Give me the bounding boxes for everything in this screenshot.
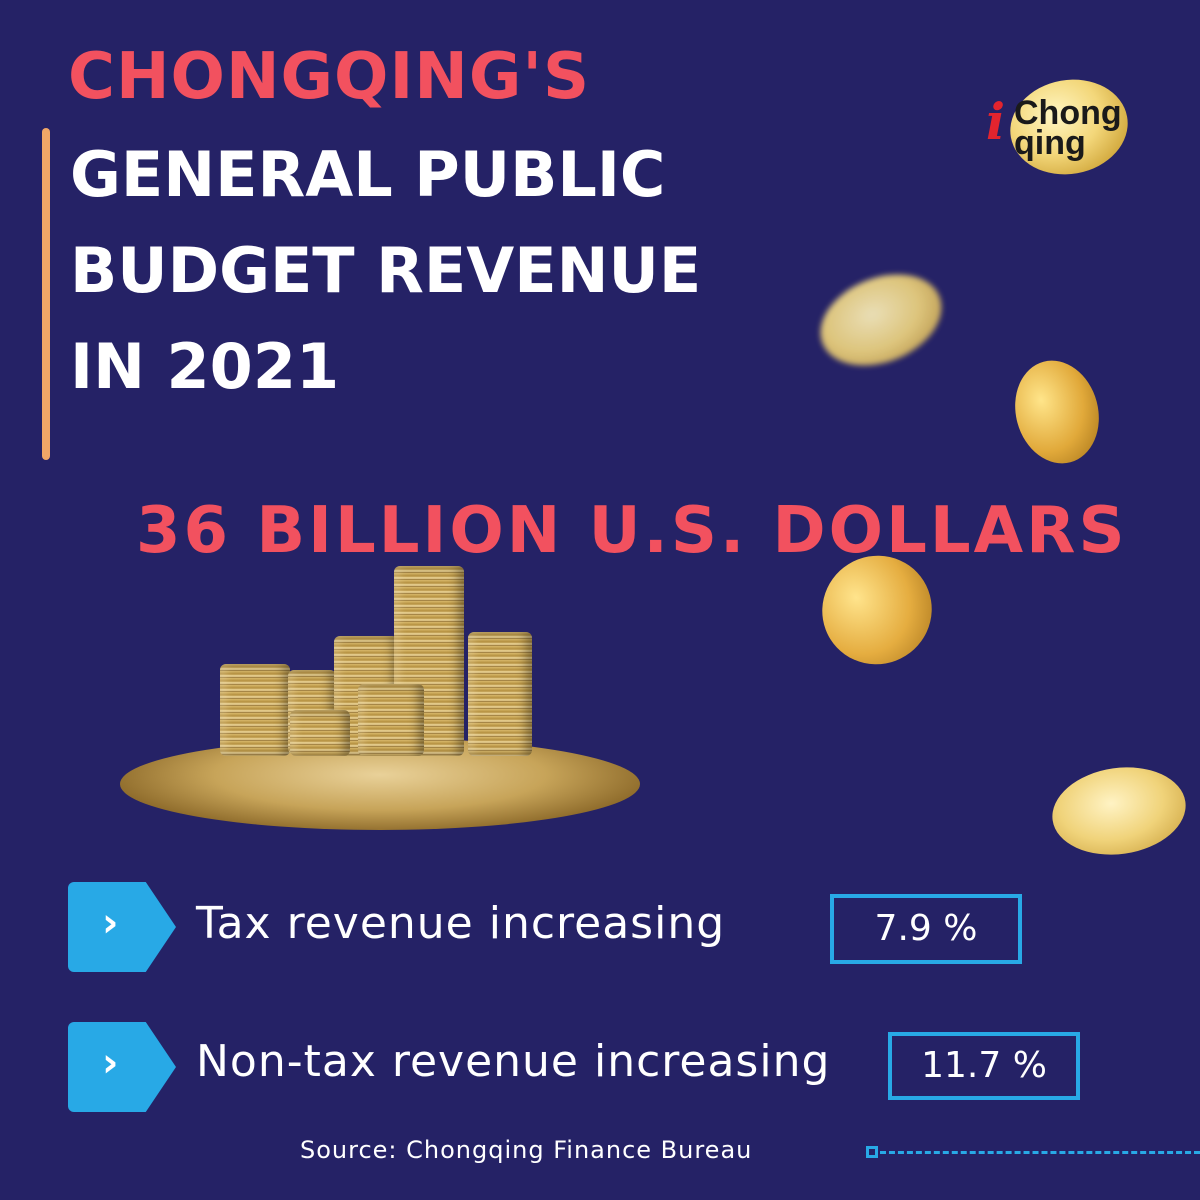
non-tax-row-arrow: ›	[68, 1022, 176, 1112]
title-line-4: IN 2021	[70, 330, 340, 403]
decorative-dashed-line	[880, 1151, 1200, 1154]
revenue-headline: 36 BILLION U.S. DOLLARS	[136, 494, 1128, 568]
logo-word-qing: qing	[1014, 124, 1086, 162]
title-city: CHONGQING'S	[68, 40, 591, 114]
chevron-right-icon: ›	[102, 900, 119, 946]
title-line-2: GENERAL PUBLIC	[70, 138, 666, 211]
chevron-right-icon: ›	[102, 1040, 119, 1086]
logo-i-letter: i	[986, 92, 1005, 151]
coin-stack	[468, 632, 532, 756]
logo-word-chong: Chong	[1014, 94, 1122, 132]
non-tax-revenue-value: 11.7 %	[888, 1032, 1080, 1100]
coin-stack	[220, 664, 290, 756]
coin-stacks-illustration	[120, 560, 640, 840]
tax-row-arrow: ›	[68, 882, 176, 972]
coin-stack	[358, 684, 424, 756]
floating-coin-icon	[1046, 759, 1192, 863]
coin-stack	[290, 710, 350, 756]
title-accent-bar	[42, 128, 50, 460]
floating-coin-icon	[1003, 351, 1111, 473]
title-line-3: BUDGET REVENUE	[70, 234, 702, 307]
tax-revenue-value: 7.9 %	[830, 894, 1022, 964]
tax-revenue-label: Tax revenue increasing	[196, 898, 726, 949]
source-note: Source: Chongqing Finance Bureau	[300, 1136, 753, 1164]
decorative-node	[866, 1146, 878, 1158]
ichongqing-logo: i Chong qing	[980, 70, 1150, 190]
floating-coin-icon	[806, 257, 956, 383]
non-tax-revenue-label: Non-tax revenue increasing	[196, 1036, 831, 1087]
